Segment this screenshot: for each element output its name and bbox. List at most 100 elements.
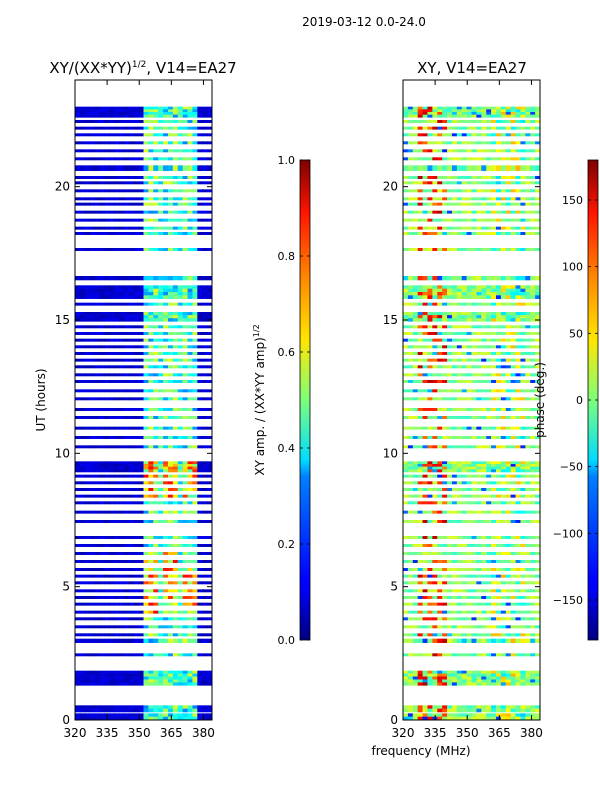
heatmap-cell [471, 610, 477, 614]
heatmap-cell [94, 345, 100, 349]
heatmap-cell [407, 189, 414, 193]
data-band [403, 149, 541, 153]
heatmap-cell [481, 345, 487, 349]
heatmap-cell [520, 157, 526, 161]
heatmap-cell [515, 544, 521, 547]
heatmap-cell [114, 474, 120, 478]
heatmap-cell [442, 501, 448, 505]
heatmap-cell [167, 676, 174, 680]
data-band [403, 106, 541, 118]
heatmap-cell [530, 602, 536, 606]
heatmap-cell [119, 202, 125, 206]
heatmap-cell [520, 713, 526, 717]
heatmap-cell [123, 373, 130, 377]
heatmap-cell [456, 165, 463, 171]
heatmap-cell [442, 202, 448, 206]
heatmap-cell [486, 218, 492, 222]
heatmap-cell [148, 218, 154, 222]
heatmap-cell [481, 544, 487, 547]
heatmap-cell [466, 397, 472, 401]
heatmap-cell [456, 315, 463, 319]
heatmap-cell [520, 120, 526, 123]
heatmap-cell [109, 716, 115, 721]
data-band [403, 352, 541, 355]
heatmap-cell [412, 218, 419, 222]
heatmap-cell [187, 466, 193, 470]
heatmap-cell [515, 157, 521, 161]
heatmap-cell [94, 445, 100, 449]
amp-colorbar-label: XY amp. / (XX*YY amp)1/2 [252, 324, 267, 475]
heatmap-cell [172, 481, 179, 485]
heatmap-cell [520, 232, 526, 235]
heatmap-cell [99, 610, 105, 614]
heatmap-cell [148, 676, 154, 680]
heatmap-cell [163, 602, 169, 606]
heatmap-cell [94, 106, 100, 110]
heatmap-cell [520, 112, 526, 115]
heatmap-cell [422, 520, 428, 523]
heatmap-cell [466, 679, 472, 683]
heatmap-cell [471, 210, 477, 214]
heatmap-cell [461, 673, 467, 677]
heatmap-cell [500, 325, 507, 329]
heatmap-cell [177, 202, 184, 206]
heatmap-cell [79, 292, 86, 296]
heatmap-cell [471, 510, 477, 514]
heatmap-cell [182, 312, 188, 316]
heatmap-cell [442, 302, 448, 306]
heatmap-cell [500, 426, 507, 430]
heatmap-cell [153, 670, 159, 674]
heatmap-cell [143, 481, 149, 485]
heatmap-cell [75, 617, 81, 621]
heatmap-cell [197, 676, 203, 680]
heatmap-cell [75, 302, 81, 306]
heatmap-cell [187, 232, 193, 235]
heatmap-cell [128, 617, 135, 621]
heatmap-cell [407, 520, 414, 523]
heatmap-cell [461, 581, 467, 585]
heatmap-cell [432, 248, 438, 251]
heatmap-cell [476, 416, 482, 419]
heatmap-cell [153, 474, 159, 478]
heatmap-cell [207, 544, 213, 547]
heatmap-cell [192, 157, 198, 161]
heatmap-cell [437, 408, 443, 411]
heatmap-cell [94, 109, 100, 113]
heatmap-cell [133, 408, 139, 411]
heatmap-cell [94, 226, 100, 230]
heatmap-cell [447, 114, 453, 118]
heatmap-cell [187, 574, 193, 578]
heatmap-cell [172, 276, 179, 281]
heatmap-cell [535, 469, 541, 473]
heatmap-cell [461, 210, 467, 214]
heatmap-cell [84, 345, 91, 349]
heatmap-cell [197, 544, 203, 547]
heatmap-cell [403, 501, 409, 505]
heatmap-cell [422, 112, 428, 115]
heatmap-cell [476, 426, 482, 430]
heatmap-cell [177, 133, 184, 137]
heatmap-cell [94, 602, 100, 606]
heatmap-cell [207, 157, 213, 161]
heatmap-cell [187, 380, 193, 383]
heatmap-cell [500, 106, 507, 110]
heatmap-cell [153, 149, 159, 153]
heatmap-cell [525, 295, 531, 299]
heatmap-cell [89, 552, 95, 555]
heatmap-cell [84, 157, 91, 161]
heatmap-cell [123, 589, 130, 593]
data-band [403, 380, 541, 383]
heatmap-cell [177, 176, 184, 179]
data-band [75, 481, 213, 485]
heatmap-cell [192, 670, 198, 674]
heatmap-cell [486, 501, 492, 505]
heatmap-cell [119, 358, 125, 362]
heatmap-cell [197, 581, 203, 585]
heatmap-cell [172, 165, 179, 171]
heatmap-cell [486, 202, 492, 206]
heatmap-cell [172, 397, 179, 401]
heatmap-cell [138, 716, 144, 721]
heatmap-cell [133, 474, 139, 478]
heatmap-cell [89, 501, 95, 505]
heatmap-cell [491, 436, 497, 439]
